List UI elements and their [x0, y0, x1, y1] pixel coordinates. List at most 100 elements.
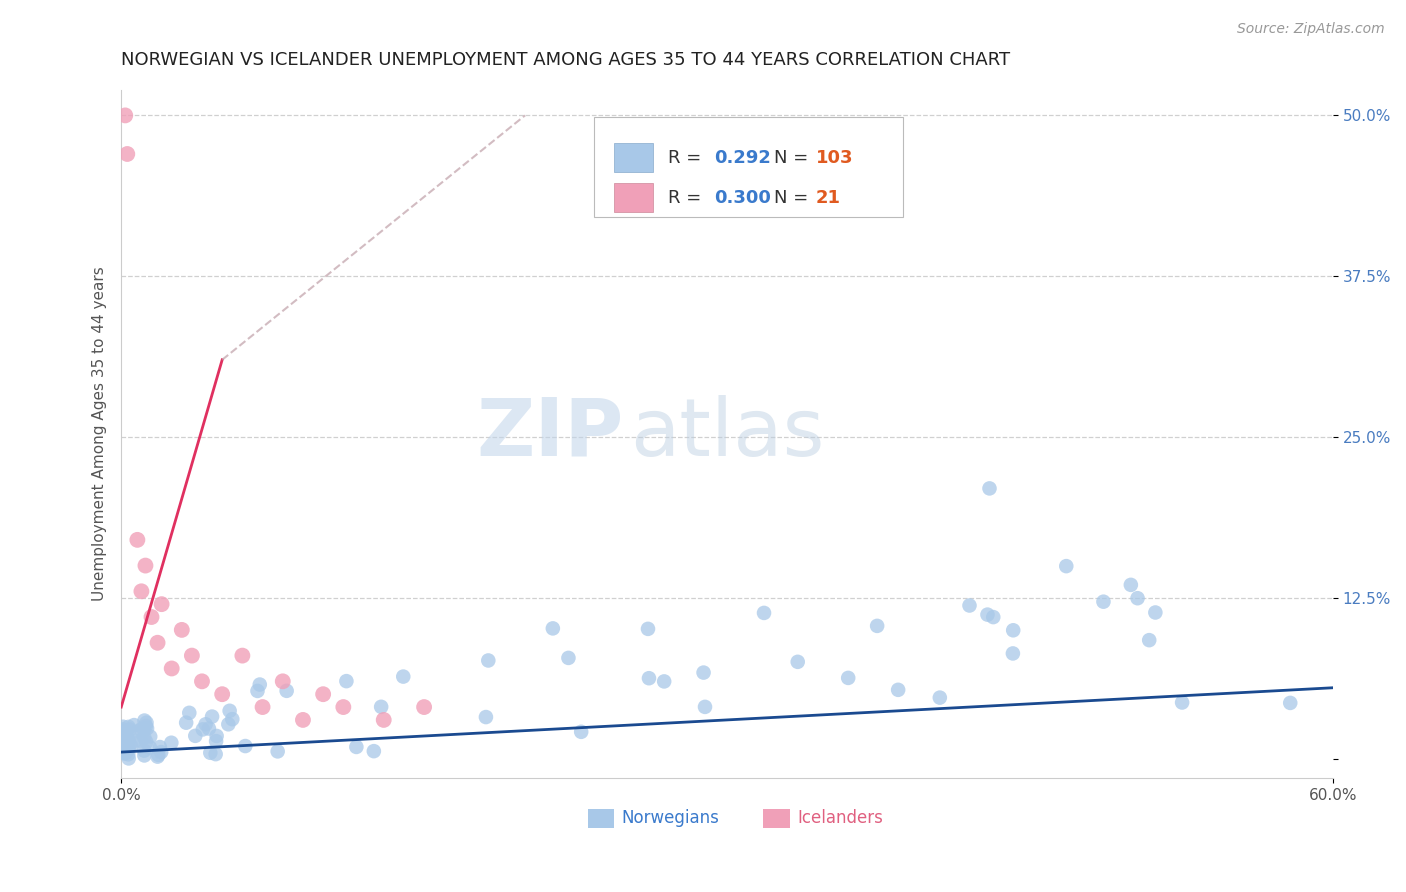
- Point: [252, 700, 274, 714]
- Point: [837, 671, 859, 685]
- Text: 0.292: 0.292: [714, 149, 770, 167]
- Bar: [763, 809, 790, 828]
- Point: [979, 482, 1001, 496]
- Bar: [614, 144, 654, 172]
- Point: [114, 724, 136, 739]
- Point: [179, 706, 201, 720]
- Point: [134, 714, 156, 728]
- Point: [249, 677, 271, 691]
- Point: [1054, 559, 1077, 574]
- Point: [118, 751, 141, 765]
- Point: [112, 730, 135, 744]
- Point: [114, 725, 136, 739]
- Point: [114, 724, 136, 739]
- Point: [1002, 624, 1025, 638]
- Point: [266, 744, 288, 758]
- Point: [692, 665, 714, 680]
- Point: [117, 720, 139, 734]
- Point: [114, 746, 136, 760]
- Text: ZIP: ZIP: [477, 395, 624, 473]
- Point: [120, 739, 142, 753]
- Point: [180, 648, 202, 663]
- Point: [132, 723, 155, 737]
- Point: [139, 740, 162, 755]
- Point: [332, 700, 354, 714]
- Text: R =: R =: [668, 149, 707, 167]
- Point: [198, 722, 221, 736]
- Point: [191, 674, 214, 689]
- Point: [1279, 696, 1302, 710]
- Point: [231, 648, 253, 663]
- Point: [557, 651, 579, 665]
- Point: [637, 622, 659, 636]
- Text: Icelanders: Icelanders: [797, 809, 883, 828]
- Point: [115, 742, 138, 756]
- Point: [117, 733, 139, 747]
- Point: [191, 723, 214, 737]
- Point: [115, 724, 138, 739]
- Point: [146, 749, 169, 764]
- Point: [218, 704, 240, 718]
- Point: [115, 740, 138, 755]
- Point: [194, 717, 217, 731]
- Point: [976, 607, 998, 622]
- Point: [148, 747, 170, 762]
- Point: [204, 747, 226, 761]
- Text: 0.300: 0.300: [714, 189, 770, 207]
- Point: [370, 699, 392, 714]
- Point: [959, 599, 981, 613]
- Point: [344, 739, 367, 754]
- Point: [1001, 647, 1024, 661]
- Text: N =: N =: [775, 189, 814, 207]
- Point: [134, 748, 156, 763]
- Point: [1137, 633, 1160, 648]
- Text: 103: 103: [815, 149, 853, 167]
- Text: Norwegians: Norwegians: [621, 809, 720, 828]
- Text: atlas: atlas: [630, 395, 824, 473]
- Point: [335, 674, 357, 689]
- Point: [373, 713, 395, 727]
- Point: [638, 671, 661, 685]
- Point: [141, 610, 163, 624]
- Point: [149, 740, 172, 755]
- Point: [184, 729, 207, 743]
- Text: Source: ZipAtlas.com: Source: ZipAtlas.com: [1237, 22, 1385, 37]
- Point: [118, 723, 141, 737]
- Point: [160, 736, 183, 750]
- Point: [115, 745, 138, 759]
- Point: [981, 610, 1004, 624]
- Point: [134, 558, 156, 573]
- Point: [652, 674, 675, 689]
- FancyBboxPatch shape: [593, 117, 903, 217]
- Point: [112, 728, 135, 742]
- Point: [413, 700, 436, 714]
- Point: [693, 699, 716, 714]
- Point: [117, 741, 139, 756]
- Point: [174, 715, 197, 730]
- Point: [139, 730, 162, 744]
- Bar: [588, 809, 614, 828]
- Point: [291, 713, 314, 727]
- Point: [122, 718, 145, 732]
- Point: [1171, 696, 1194, 710]
- Point: [136, 722, 159, 736]
- Point: [271, 674, 294, 689]
- Point: [1092, 595, 1115, 609]
- Point: [1126, 591, 1149, 606]
- Point: [114, 739, 136, 753]
- Point: [201, 709, 224, 723]
- Text: NORWEGIAN VS ICELANDER UNEMPLOYMENT AMONG AGES 35 TO 44 YEARS CORRELATION CHART: NORWEGIAN VS ICELANDER UNEMPLOYMENT AMON…: [121, 51, 1011, 69]
- Point: [117, 147, 139, 161]
- Point: [475, 710, 498, 724]
- Point: [114, 735, 136, 749]
- Point: [160, 661, 183, 675]
- Point: [134, 743, 156, 757]
- Point: [205, 734, 228, 748]
- Point: [112, 720, 135, 734]
- Point: [117, 733, 139, 747]
- Point: [866, 619, 889, 633]
- Point: [111, 723, 134, 737]
- Point: [146, 636, 169, 650]
- Point: [1119, 578, 1142, 592]
- Point: [233, 739, 256, 753]
